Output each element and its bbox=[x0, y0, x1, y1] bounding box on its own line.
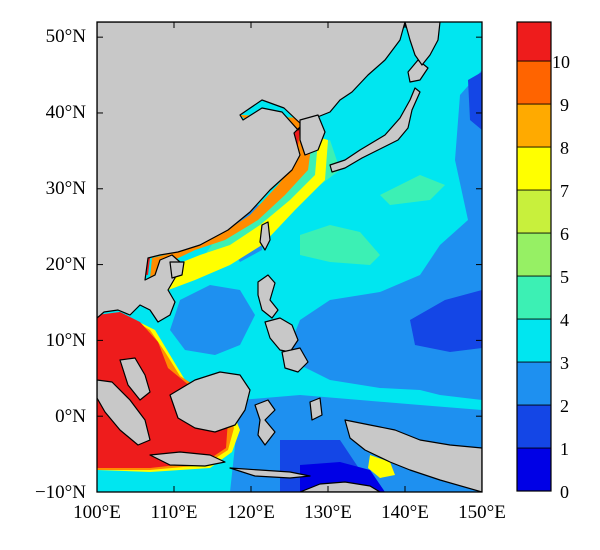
colorbar-labels: 0 1 2 3 4 5 6 7 8 9 10 bbox=[552, 52, 570, 502]
ocean-field-deep-blue-north bbox=[468, 72, 482, 130]
land-sumatra bbox=[97, 379, 151, 446]
land-malay-peninsula bbox=[119, 357, 151, 401]
lat-tick-label-30: 30°N bbox=[46, 178, 87, 199]
colorbar-swatch-4 bbox=[516, 275, 552, 320]
lon-ticks bbox=[96, 22, 483, 492]
lat-tick-label-40: 40°N bbox=[46, 102, 87, 123]
land-halmahera bbox=[309, 397, 323, 421]
colorbar-swatch-5 bbox=[516, 232, 552, 277]
colorbar-border bbox=[516, 21, 552, 492]
colorbar-label-2: 2 bbox=[560, 396, 569, 416]
land-taiwan bbox=[259, 221, 271, 251]
colorbar-label-8: 8 bbox=[560, 138, 569, 158]
land-borneo bbox=[169, 371, 251, 433]
ocean-field-teal-north bbox=[380, 175, 445, 205]
colorbar-swatch-0 bbox=[516, 447, 552, 492]
colorbar-label-9: 9 bbox=[560, 95, 569, 115]
lon-tick-label-140: 140°E bbox=[381, 502, 429, 523]
lon-tick-label-100: 100°E bbox=[73, 502, 121, 523]
lon-tick-label-120: 120°E bbox=[227, 502, 275, 523]
land-new-guinea bbox=[344, 419, 482, 492]
lat-tick-label-minus10: −10°N bbox=[35, 482, 86, 503]
colorbar-label-7: 7 bbox=[560, 181, 569, 201]
colorbar-label-1: 1 bbox=[560, 439, 569, 459]
lon-tick-label-110: 110°E bbox=[151, 502, 198, 523]
lat-tick-labels: −10°N 0°N 10°N 20°N 30°N 40°N 50°N bbox=[35, 26, 86, 503]
lon-tick-label-150: 150°E bbox=[458, 502, 506, 523]
land-philippines-central bbox=[264, 317, 299, 353]
land-mindanao bbox=[281, 347, 309, 373]
land-korea bbox=[299, 114, 326, 156]
land-philippines-luzon bbox=[257, 274, 279, 319]
colorbar-swatch-8 bbox=[516, 103, 552, 148]
lat-tick-label-20: 20°N bbox=[46, 254, 87, 275]
lat-ticks bbox=[97, 36, 482, 493]
colorbar: 0 1 2 3 4 5 6 7 8 9 10 bbox=[516, 21, 570, 502]
map-frame-border bbox=[96, 21, 483, 493]
colorbar-swatch-6 bbox=[516, 189, 552, 234]
colorbar-swatch-1 bbox=[516, 404, 552, 449]
colorbar-swatch-9 bbox=[516, 60, 552, 105]
lat-tick-label-10: 10°N bbox=[46, 330, 87, 351]
land-java bbox=[149, 451, 226, 467]
colorbar-label-5: 5 bbox=[560, 267, 569, 287]
land-lesser-sunda bbox=[229, 467, 311, 479]
land-masses bbox=[97, 22, 482, 492]
map-panel: 100°E 110°E 120°E 130°E 140°E 150°E −10°… bbox=[35, 21, 506, 523]
colorbar-swatch-7 bbox=[516, 146, 552, 191]
land-sulawesi bbox=[254, 399, 276, 446]
land-japan-kyushu-honshu bbox=[329, 87, 421, 173]
coastal-field-yellow-arafura bbox=[368, 455, 395, 478]
land-sakhalin-kamchatka bbox=[404, 22, 441, 66]
land-hainan bbox=[169, 261, 185, 279]
colorbar-swatch-2 bbox=[516, 361, 552, 406]
ocean-field-mid-blue-west-sea bbox=[170, 285, 255, 355]
colorbar-label-6: 6 bbox=[560, 224, 569, 244]
lon-tick-labels: 100°E 110°E 120°E 130°E 140°E 150°E bbox=[73, 502, 506, 523]
colorbar-swatch-3 bbox=[516, 318, 552, 363]
land-japan-hokkaido bbox=[407, 59, 429, 83]
colorbar-label-0: 0 bbox=[560, 482, 569, 502]
lon-tick-label-130: 130°E bbox=[304, 502, 352, 523]
land-australia-north bbox=[299, 481, 381, 492]
ocean-field-teal-central bbox=[300, 225, 380, 265]
lat-tick-label-50: 50°N bbox=[46, 26, 87, 47]
colorbar-swatches bbox=[516, 21, 552, 492]
colorbar-label-4: 4 bbox=[560, 310, 569, 330]
lat-tick-label-0: 0°N bbox=[55, 406, 86, 427]
colorbar-swatch-10 bbox=[516, 21, 552, 62]
ocean-field-deep-blue-east bbox=[410, 290, 482, 352]
colorbar-label-10: 10 bbox=[552, 52, 570, 72]
colorbar-label-3: 3 bbox=[560, 353, 569, 373]
